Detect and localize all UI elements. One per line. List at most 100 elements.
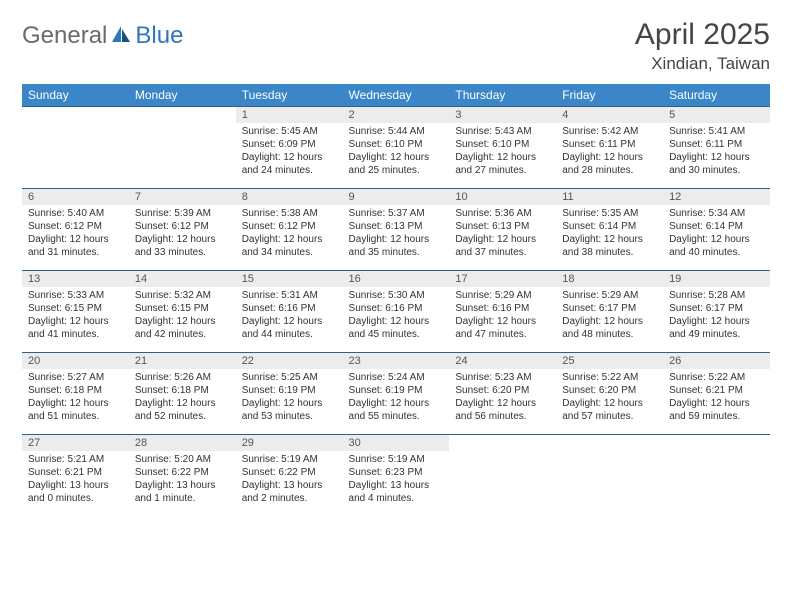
day-content: Sunrise: 5:40 AMSunset: 6:12 PMDaylight:…: [22, 205, 129, 263]
calendar-cell: 20Sunrise: 5:27 AMSunset: 6:18 PMDayligh…: [22, 353, 129, 435]
calendar-cell: [556, 435, 663, 517]
day-content: Sunrise: 5:34 AMSunset: 6:14 PMDaylight:…: [663, 205, 770, 263]
day-number: 23: [343, 353, 450, 369]
day-number: 22: [236, 353, 343, 369]
day-content: Sunrise: 5:35 AMSunset: 6:14 PMDaylight:…: [556, 205, 663, 263]
logo: General Blue: [22, 18, 183, 50]
day-number: 4: [556, 107, 663, 123]
calendar-body: 1Sunrise: 5:45 AMSunset: 6:09 PMDaylight…: [22, 107, 770, 517]
weekday-header: Saturday: [663, 84, 770, 107]
weekday-header: Friday: [556, 84, 663, 107]
day-number: 30: [343, 435, 450, 451]
calendar-cell: 7Sunrise: 5:39 AMSunset: 6:12 PMDaylight…: [129, 189, 236, 271]
day-content: Sunrise: 5:20 AMSunset: 6:22 PMDaylight:…: [129, 451, 236, 509]
weekday-header: Thursday: [449, 84, 556, 107]
day-number: 27: [22, 435, 129, 451]
day-number: 29: [236, 435, 343, 451]
day-content: Sunrise: 5:41 AMSunset: 6:11 PMDaylight:…: [663, 123, 770, 181]
header: General Blue April 2025 Xindian, Taiwan: [22, 18, 770, 74]
calendar-cell: 26Sunrise: 5:22 AMSunset: 6:21 PMDayligh…: [663, 353, 770, 435]
day-content: Sunrise: 5:28 AMSunset: 6:17 PMDaylight:…: [663, 287, 770, 345]
title-block: April 2025 Xindian, Taiwan: [635, 18, 770, 74]
day-number: 17: [449, 271, 556, 287]
day-content: Sunrise: 5:29 AMSunset: 6:16 PMDaylight:…: [449, 287, 556, 345]
day-content: Sunrise: 5:22 AMSunset: 6:21 PMDaylight:…: [663, 369, 770, 427]
calendar-cell: 29Sunrise: 5:19 AMSunset: 6:22 PMDayligh…: [236, 435, 343, 517]
calendar-cell: 22Sunrise: 5:25 AMSunset: 6:19 PMDayligh…: [236, 353, 343, 435]
day-content: Sunrise: 5:27 AMSunset: 6:18 PMDaylight:…: [22, 369, 129, 427]
day-number: 20: [22, 353, 129, 369]
calendar-cell: [449, 435, 556, 517]
day-content: Sunrise: 5:36 AMSunset: 6:13 PMDaylight:…: [449, 205, 556, 263]
day-content: Sunrise: 5:23 AMSunset: 6:20 PMDaylight:…: [449, 369, 556, 427]
calendar-cell: 8Sunrise: 5:38 AMSunset: 6:12 PMDaylight…: [236, 189, 343, 271]
day-content: Sunrise: 5:24 AMSunset: 6:19 PMDaylight:…: [343, 369, 450, 427]
day-number: 2: [343, 107, 450, 123]
calendar-cell: 28Sunrise: 5:20 AMSunset: 6:22 PMDayligh…: [129, 435, 236, 517]
day-number: 7: [129, 189, 236, 205]
calendar-row: 13Sunrise: 5:33 AMSunset: 6:15 PMDayligh…: [22, 271, 770, 353]
calendar-row: 6Sunrise: 5:40 AMSunset: 6:12 PMDaylight…: [22, 189, 770, 271]
day-content: Sunrise: 5:42 AMSunset: 6:11 PMDaylight:…: [556, 123, 663, 181]
day-content: Sunrise: 5:43 AMSunset: 6:10 PMDaylight:…: [449, 123, 556, 181]
day-content: Sunrise: 5:37 AMSunset: 6:13 PMDaylight:…: [343, 205, 450, 263]
calendar-cell: 9Sunrise: 5:37 AMSunset: 6:13 PMDaylight…: [343, 189, 450, 271]
day-content: Sunrise: 5:29 AMSunset: 6:17 PMDaylight:…: [556, 287, 663, 345]
day-content: Sunrise: 5:25 AMSunset: 6:19 PMDaylight:…: [236, 369, 343, 427]
day-content: Sunrise: 5:39 AMSunset: 6:12 PMDaylight:…: [129, 205, 236, 263]
location-label: Xindian, Taiwan: [635, 54, 770, 74]
calendar-cell: 16Sunrise: 5:30 AMSunset: 6:16 PMDayligh…: [343, 271, 450, 353]
logo-text-general: General: [22, 22, 107, 50]
calendar-cell: [129, 107, 236, 189]
page-title: April 2025: [635, 18, 770, 52]
weekday-header: Tuesday: [236, 84, 343, 107]
day-number: 9: [343, 189, 450, 205]
calendar-cell: 23Sunrise: 5:24 AMSunset: 6:19 PMDayligh…: [343, 353, 450, 435]
day-number: 12: [663, 189, 770, 205]
calendar-cell: 15Sunrise: 5:31 AMSunset: 6:16 PMDayligh…: [236, 271, 343, 353]
day-content: Sunrise: 5:44 AMSunset: 6:10 PMDaylight:…: [343, 123, 450, 181]
calendar-cell: 3Sunrise: 5:43 AMSunset: 6:10 PMDaylight…: [449, 107, 556, 189]
calendar-cell: 17Sunrise: 5:29 AMSunset: 6:16 PMDayligh…: [449, 271, 556, 353]
day-number: 3: [449, 107, 556, 123]
day-number: 10: [449, 189, 556, 205]
calendar-row: 27Sunrise: 5:21 AMSunset: 6:21 PMDayligh…: [22, 435, 770, 517]
day-number: 15: [236, 271, 343, 287]
day-number: 13: [22, 271, 129, 287]
day-number: 25: [556, 353, 663, 369]
day-content: Sunrise: 5:31 AMSunset: 6:16 PMDaylight:…: [236, 287, 343, 345]
day-content: Sunrise: 5:30 AMSunset: 6:16 PMDaylight:…: [343, 287, 450, 345]
weekday-header: Monday: [129, 84, 236, 107]
day-number: 21: [129, 353, 236, 369]
day-content: Sunrise: 5:38 AMSunset: 6:12 PMDaylight:…: [236, 205, 343, 263]
day-number: 1: [236, 107, 343, 123]
day-number: 19: [663, 271, 770, 287]
day-content: Sunrise: 5:21 AMSunset: 6:21 PMDaylight:…: [22, 451, 129, 509]
day-content: Sunrise: 5:19 AMSunset: 6:23 PMDaylight:…: [343, 451, 450, 509]
calendar-cell: [22, 107, 129, 189]
day-number: 18: [556, 271, 663, 287]
calendar-cell: [663, 435, 770, 517]
sail-icon: [110, 24, 132, 49]
calendar-cell: 1Sunrise: 5:45 AMSunset: 6:09 PMDaylight…: [236, 107, 343, 189]
day-number: 6: [22, 189, 129, 205]
calendar-cell: 14Sunrise: 5:32 AMSunset: 6:15 PMDayligh…: [129, 271, 236, 353]
day-number: 14: [129, 271, 236, 287]
weekday-header-row: SundayMondayTuesdayWednesdayThursdayFrid…: [22, 84, 770, 107]
weekday-header: Sunday: [22, 84, 129, 107]
day-number: 26: [663, 353, 770, 369]
day-content: Sunrise: 5:19 AMSunset: 6:22 PMDaylight:…: [236, 451, 343, 509]
weekday-header: Wednesday: [343, 84, 450, 107]
calendar-cell: 10Sunrise: 5:36 AMSunset: 6:13 PMDayligh…: [449, 189, 556, 271]
calendar-cell: 13Sunrise: 5:33 AMSunset: 6:15 PMDayligh…: [22, 271, 129, 353]
calendar-cell: 21Sunrise: 5:26 AMSunset: 6:18 PMDayligh…: [129, 353, 236, 435]
calendar-cell: 4Sunrise: 5:42 AMSunset: 6:11 PMDaylight…: [556, 107, 663, 189]
calendar-cell: 11Sunrise: 5:35 AMSunset: 6:14 PMDayligh…: [556, 189, 663, 271]
calendar-row: 1Sunrise: 5:45 AMSunset: 6:09 PMDaylight…: [22, 107, 770, 189]
day-number: 8: [236, 189, 343, 205]
day-number: 5: [663, 107, 770, 123]
calendar-cell: 30Sunrise: 5:19 AMSunset: 6:23 PMDayligh…: [343, 435, 450, 517]
calendar-cell: 24Sunrise: 5:23 AMSunset: 6:20 PMDayligh…: [449, 353, 556, 435]
day-number: 16: [343, 271, 450, 287]
day-content: Sunrise: 5:22 AMSunset: 6:20 PMDaylight:…: [556, 369, 663, 427]
